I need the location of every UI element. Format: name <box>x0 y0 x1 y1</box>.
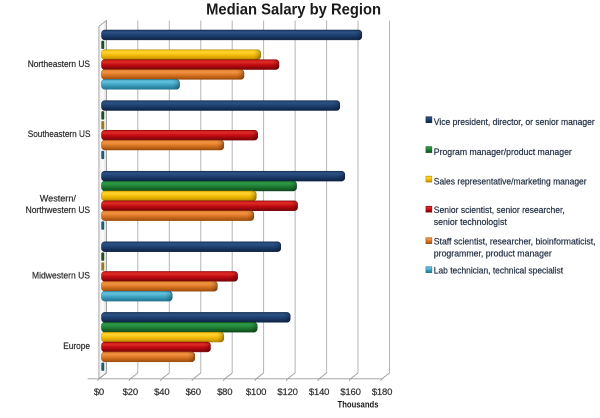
svg-text:Southeastern US: Southeastern US <box>28 129 91 139</box>
svg-text:$80: $80 <box>217 387 232 398</box>
svg-text:$100: $100 <box>246 387 266 398</box>
svg-text:Western/: Western/ <box>40 194 77 204</box>
svg-text:Thousands: Thousands <box>338 400 379 410</box>
svg-text:Northeastern US: Northeastern US <box>28 59 90 69</box>
svg-text:Median Salary by Region: Median Salary by Region <box>206 1 381 18</box>
svg-text:$60: $60 <box>186 387 201 398</box>
svg-text:Midwestern US: Midwestern US <box>32 271 90 281</box>
svg-text:$40: $40 <box>154 387 169 398</box>
svg-text:$20: $20 <box>123 387 138 398</box>
svg-text:Vice president, director, or s: Vice president, director, or senior mana… <box>434 117 595 127</box>
svg-text:Staff scientist, researcher, b: Staff scientist, researcher, bioinformat… <box>434 236 596 246</box>
svg-text:$160: $160 <box>340 387 360 398</box>
svg-text:$0: $0 <box>94 387 104 398</box>
svg-text:$180: $180 <box>372 387 392 398</box>
svg-text:Program manager/product manage: Program manager/product manager <box>434 147 572 157</box>
svg-text:Northwestern US: Northwestern US <box>26 205 91 215</box>
svg-text:Senior scientist, senior resea: Senior scientist, senior researcher, <box>434 205 565 215</box>
svg-text:$120: $120 <box>277 387 297 398</box>
svg-text:Sales representative/marketing: Sales representative/marketing manager <box>434 177 587 187</box>
svg-text:senior technologist: senior technologist <box>434 217 507 227</box>
svg-text:$140: $140 <box>309 387 329 398</box>
svg-text:Lab technician, technical spec: Lab technician, technical specialist <box>434 265 564 275</box>
svg-text:programmer, product manager: programmer, product manager <box>434 249 552 259</box>
svg-text:Europe: Europe <box>63 341 90 351</box>
